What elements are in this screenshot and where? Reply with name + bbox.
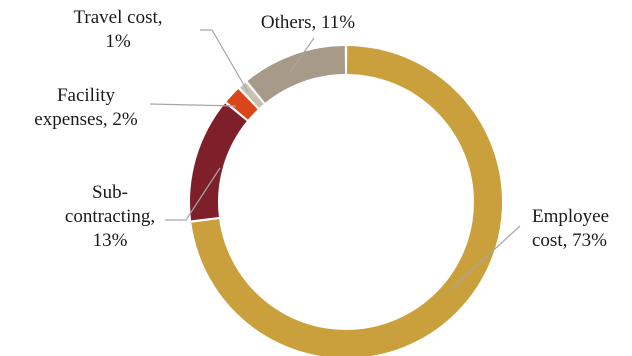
data-label-line: 13% (93, 230, 128, 251)
data-label-line: Employee (532, 206, 609, 227)
data-label-line: 1% (105, 31, 131, 52)
slice-sub-contracting (190, 103, 247, 221)
data-label-line: Travel cost, (73, 7, 162, 28)
leader-line-facility-expenses (149, 103, 237, 107)
data-label-employee-cost: Employee cost, 73% (532, 206, 609, 251)
slice-facility-expenses (226, 89, 258, 120)
leader-line-others (289, 37, 315, 73)
leader-line-travel-cost (200, 29, 249, 93)
data-label-line: expenses, 2% (34, 109, 138, 130)
data-label-travel-cost: Travel cost, 1% (73, 7, 162, 52)
data-label-line: Facility (57, 85, 116, 106)
data-label-line: Sub- (92, 182, 128, 203)
data-label-line: cost, 73% (532, 230, 607, 251)
data-label-line: contracting, (65, 206, 155, 227)
leader-line-sub-contracting (165, 167, 221, 221)
data-label-sub-contracting: Sub-contracting, 13% (65, 182, 155, 251)
data-label-line: Others, 11% (261, 12, 355, 33)
data-label-facility-expenses: Facility expenses, 2% (34, 85, 138, 130)
leader-line-employee-cost (449, 225, 521, 291)
data-label-others: Others, 11% (261, 12, 355, 33)
slice-others (247, 46, 345, 103)
